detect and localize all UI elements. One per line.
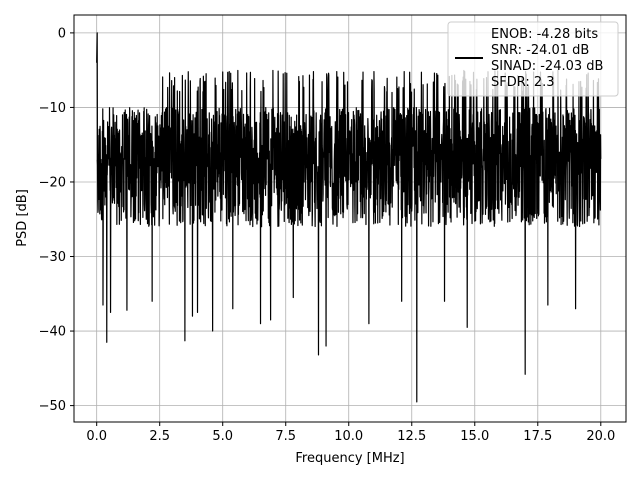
y-tick-label: −20 bbox=[39, 175, 66, 190]
legend-box bbox=[447, 21, 619, 97]
x-tick-label: 10.0 bbox=[334, 429, 363, 444]
ticks: 0.0 2.5 5.0 7.5 10.0 12.5 15.0 17.5 20.0 0 −10 −20 −… bbox=[39, 26, 616, 444]
x-tick-label: 7.5 bbox=[275, 429, 296, 444]
legend-enob: ENOB: -4.28 bits bbox=[491, 27, 598, 42]
psd-series-line bbox=[96, 32, 602, 403]
y-tick-label: −10 bbox=[39, 101, 66, 116]
legend-sinad: SINAD: -24.03 dB bbox=[491, 59, 603, 74]
x-tick-label: 17.5 bbox=[523, 429, 552, 444]
x-tick-label: 12.5 bbox=[397, 429, 426, 444]
y-tick-label: −40 bbox=[39, 325, 66, 340]
legend: ENOB: -4.28 bits SNR: -24.01 dB SINAD: -… bbox=[447, 21, 619, 97]
x-tick-label: 2.5 bbox=[149, 429, 170, 444]
y-tick-label: 0 bbox=[58, 26, 66, 41]
y-tick-label: −50 bbox=[39, 399, 66, 414]
x-tick-label: 20.0 bbox=[586, 429, 615, 444]
x-tick-label: 5.0 bbox=[212, 429, 233, 444]
x-tick-label: 15.0 bbox=[460, 429, 489, 444]
axes-frame bbox=[73, 14, 627, 423]
x-tick-label: 0.0 bbox=[86, 429, 107, 444]
legend-sfdr: SFDR: 2.3 bbox=[491, 75, 555, 90]
y-tick-label: −30 bbox=[39, 250, 66, 265]
legend-snr: SNR: -24.01 dB bbox=[491, 43, 589, 58]
y-axis-label: PSD [dB] bbox=[15, 189, 30, 247]
plot-area bbox=[96, 32, 602, 403]
x-axis-label: Frequency [MHz] bbox=[295, 451, 404, 466]
